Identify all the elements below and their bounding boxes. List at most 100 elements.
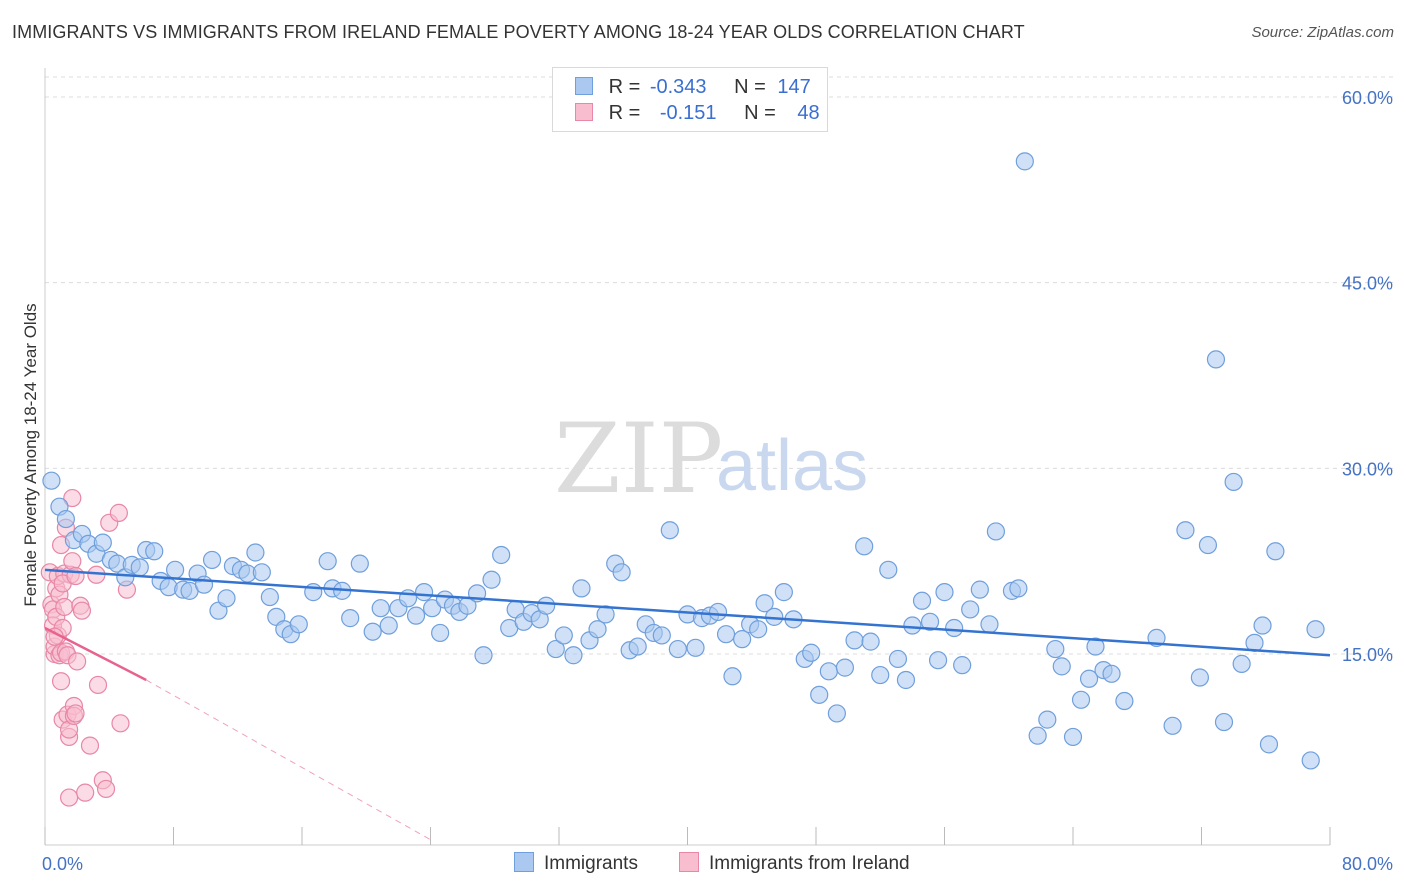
- legend-swatch-immigrants: [575, 77, 593, 95]
- chart-title: IMMIGRANTS VS IMMIGRANTS FROM IRELAND FE…: [12, 22, 1025, 42]
- immigrants-point: [1253, 616, 1272, 635]
- immigrants-point: [564, 646, 583, 665]
- immigrants-point: [1301, 751, 1320, 770]
- x-tick-label-min: 0.0%: [42, 854, 83, 874]
- watermark: ZIP atlas: [554, 403, 868, 515]
- immigrants-point: [414, 583, 434, 602]
- immigrants-point: [1009, 579, 1028, 598]
- ireland-trend-extension: [145, 679, 431, 841]
- ireland-point: [109, 503, 128, 522]
- immigrants-point: [546, 639, 565, 659]
- immigrants-point: [749, 620, 768, 639]
- immigrants-trend-line: [44, 568, 1331, 657]
- immigrants-point: [1079, 669, 1099, 688]
- immigrants-point: [289, 615, 308, 634]
- immigrants-point: [912, 591, 932, 610]
- immigrants-point: [802, 643, 821, 662]
- immigrants-point: [855, 537, 874, 556]
- ireland-trend-line: [44, 626, 147, 682]
- immigrants-point: [810, 685, 829, 704]
- immigrants-point: [1086, 637, 1105, 656]
- immigrants-point: [423, 599, 442, 618]
- immigrants-point: [588, 620, 607, 639]
- immigrants-point: [1063, 727, 1083, 747]
- bottom-legend-swatch-immigrants: [514, 852, 534, 872]
- legend-r-value: -0.151: [659, 102, 717, 124]
- immigrants-point: [1163, 716, 1182, 735]
- immigrants-point: [1214, 712, 1234, 732]
- immigrants-point: [1147, 628, 1166, 648]
- immigrants-point: [474, 646, 493, 665]
- immigrants-point: [668, 639, 687, 659]
- immigrants-point: [130, 558, 149, 577]
- immigrants-point: [1206, 350, 1226, 369]
- immigrants-point: [920, 612, 940, 631]
- immigrants-point: [861, 632, 880, 651]
- ireland-point: [63, 488, 82, 508]
- legend-row-ireland: R = -0.151 N = 48: [575, 102, 820, 128]
- immigrants-point: [986, 522, 1006, 541]
- immigrants-point: [1266, 542, 1285, 561]
- trend-lines: [44, 568, 1331, 841]
- immigrants-point: [935, 583, 954, 602]
- immigrants-point: [1190, 668, 1209, 687]
- immigrants-point: [431, 623, 450, 643]
- source-credit: Source: ZipAtlas.com: [1251, 24, 1394, 41]
- immigrants-point: [708, 602, 728, 622]
- immigrants-point: [961, 600, 980, 619]
- legend-r-label: R =: [608, 102, 641, 124]
- ireland-point: [55, 597, 74, 617]
- immigrants-point: [652, 626, 671, 645]
- immigrants-point: [945, 618, 964, 638]
- y-tick-label: 30.0%: [1342, 459, 1393, 479]
- immigrants-point: [827, 704, 846, 723]
- immigrants-point: [1038, 710, 1057, 729]
- ireland-point: [96, 779, 116, 799]
- immigrants-point: [350, 554, 369, 573]
- immigrants-point: [145, 542, 164, 561]
- immigrants-point: [845, 631, 864, 650]
- bottom-legend-label-immigrants: Immigrants: [544, 853, 638, 874]
- legend-n-label: N =: [744, 102, 776, 124]
- immigrants-point: [371, 599, 390, 618]
- immigrants-point: [1176, 521, 1195, 540]
- immigrants-point: [42, 471, 61, 490]
- ireland-point: [51, 672, 71, 691]
- immigrants-point: [406, 606, 426, 625]
- ireland-point: [66, 704, 85, 723]
- immigrants-point: [363, 622, 382, 641]
- watermark-zip-text: ZIP: [554, 403, 723, 515]
- immigrants-point: [686, 638, 705, 657]
- immigrants-point: [1198, 535, 1218, 555]
- immigrants-point: [723, 667, 742, 686]
- immigrants-point: [953, 656, 972, 675]
- immigrants-point: [246, 543, 265, 562]
- immigrants-point: [774, 583, 793, 602]
- immigrants-point: [56, 509, 75, 529]
- immigrants-point: [1015, 152, 1034, 171]
- immigrants-point: [1224, 472, 1243, 492]
- ireland-point: [76, 783, 95, 802]
- ireland-point: [111, 714, 130, 733]
- ireland-point: [63, 552, 82, 571]
- legend-r-label: R =: [608, 76, 641, 98]
- immigrants-point: [217, 589, 236, 608]
- legend-row-immigrants: R = -0.343 N = 147: [575, 76, 811, 102]
- bottom-legend-ireland: Immigrants from Ireland: [679, 852, 910, 875]
- immigrants-point: [341, 609, 360, 628]
- immigrants-point: [492, 545, 511, 565]
- immigrants-point: [252, 563, 271, 582]
- ireland-point: [59, 788, 79, 807]
- bottom-legend-swatch-ireland: [679, 852, 699, 872]
- ireland-point: [88, 675, 108, 695]
- immigrants-point: [612, 563, 631, 582]
- correlation-legend: R = -0.343 N = 147 R = -0.151 N = 48: [552, 67, 828, 132]
- ireland-point: [72, 601, 92, 620]
- tick-labels: 15.0% 30.0% 45.0% 60.0% 0.0% 80.0%: [42, 88, 1393, 874]
- immigrants-point: [1232, 654, 1251, 674]
- immigrants-point: [819, 662, 838, 681]
- watermark-atlas-text: atlas: [716, 426, 868, 506]
- immigrants-point: [835, 658, 855, 677]
- series-ireland-points: [40, 488, 137, 807]
- immigrants-point: [1115, 691, 1134, 711]
